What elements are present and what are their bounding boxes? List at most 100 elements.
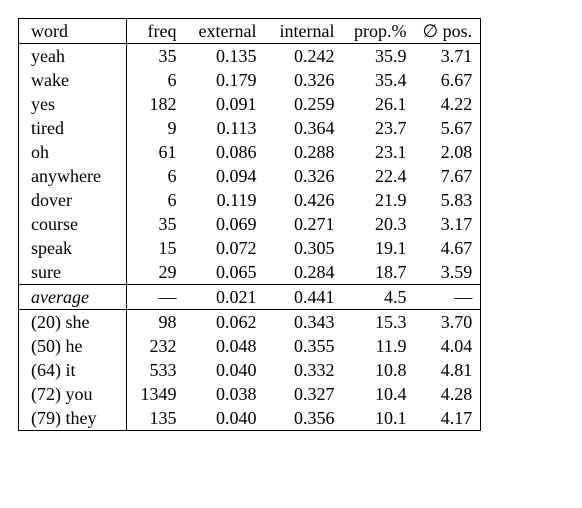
col-header-internal: internal [265, 19, 343, 44]
cell-internal: 0.426 [265, 188, 343, 212]
cell-freq: 6 [127, 188, 185, 212]
cell-prop: 10.1 [343, 406, 415, 431]
cell-word: wake [19, 68, 127, 92]
cell-internal: 0.356 [265, 406, 343, 431]
cell-pos: 4.17 [415, 406, 481, 431]
cell-freq: 232 [127, 334, 185, 358]
cell-freq: 1349 [127, 382, 185, 406]
cell-freq: 182 [127, 92, 185, 116]
cell-prop: 15.3 [343, 310, 415, 335]
cell-internal: 0.327 [265, 382, 343, 406]
cell-prop: 10.4 [343, 382, 415, 406]
table-row: dover60.1190.42621.95.83 [19, 188, 481, 212]
cell-prop: 23.7 [343, 116, 415, 140]
cell-word: course [19, 212, 127, 236]
cell-external: 0.069 [185, 212, 265, 236]
cell-freq: 135 [127, 406, 185, 431]
cell-external: 0.091 [185, 92, 265, 116]
cell-internal: 0.242 [265, 44, 343, 69]
table-row: wake60.1790.32635.46.67 [19, 68, 481, 92]
cell-pos: 5.67 [415, 116, 481, 140]
cell-external: 0.062 [185, 310, 265, 335]
average-prop: 4.5 [343, 285, 415, 310]
cell-prop: 21.9 [343, 188, 415, 212]
cell-pos: 3.59 [415, 260, 481, 285]
col-header-external: external [185, 19, 265, 44]
cell-internal: 0.364 [265, 116, 343, 140]
cell-external: 0.113 [185, 116, 265, 140]
cell-internal: 0.259 [265, 92, 343, 116]
cell-external: 0.072 [185, 236, 265, 260]
cell-prop: 10.8 [343, 358, 415, 382]
average-internal: 0.441 [265, 285, 343, 310]
table-row: oh610.0860.28823.12.08 [19, 140, 481, 164]
cell-external: 0.094 [185, 164, 265, 188]
cell-internal: 0.326 [265, 164, 343, 188]
table-row: speak150.0720.30519.14.67 [19, 236, 481, 260]
cell-pos: 3.17 [415, 212, 481, 236]
cell-pos: 4.81 [415, 358, 481, 382]
cell-freq: 98 [127, 310, 185, 335]
cell-freq: 533 [127, 358, 185, 382]
cell-word: (50) he [19, 334, 127, 358]
table-row: course350.0690.27120.33.17 [19, 212, 481, 236]
cell-prop: 20.3 [343, 212, 415, 236]
cell-prop: 11.9 [343, 334, 415, 358]
cell-pos: 4.28 [415, 382, 481, 406]
cell-internal: 0.284 [265, 260, 343, 285]
cell-freq: 29 [127, 260, 185, 285]
cell-word: (64) it [19, 358, 127, 382]
cell-freq: 35 [127, 44, 185, 69]
table-row: sure290.0650.28418.73.59 [19, 260, 481, 285]
cell-prop: 35.4 [343, 68, 415, 92]
cell-freq: 9 [127, 116, 185, 140]
cell-prop: 23.1 [343, 140, 415, 164]
average-label: average [19, 285, 127, 310]
table-row: (20) she980.0620.34315.33.70 [19, 310, 481, 335]
cell-external: 0.040 [185, 406, 265, 431]
cell-external: 0.038 [185, 382, 265, 406]
cell-word: (20) she [19, 310, 127, 335]
cell-internal: 0.332 [265, 358, 343, 382]
table-row: yes1820.0910.25926.14.22 [19, 92, 481, 116]
cell-freq: 6 [127, 164, 185, 188]
data-table-container: word freq external internal prop.% ∅ pos… [18, 18, 481, 431]
cell-pos: 3.70 [415, 310, 481, 335]
col-header-word: word [19, 19, 127, 44]
cell-freq: 6 [127, 68, 185, 92]
cell-external: 0.135 [185, 44, 265, 69]
cell-freq: 35 [127, 212, 185, 236]
average-freq: — [127, 285, 185, 310]
cell-internal: 0.305 [265, 236, 343, 260]
table-row: (72) you13490.0380.32710.44.28 [19, 382, 481, 406]
table-row: (64) it5330.0400.33210.84.81 [19, 358, 481, 382]
cell-word: tired [19, 116, 127, 140]
cell-pos: 6.67 [415, 68, 481, 92]
cell-pos: 7.67 [415, 164, 481, 188]
cell-word: yeah [19, 44, 127, 69]
cell-pos: 4.67 [415, 236, 481, 260]
cell-word: anywhere [19, 164, 127, 188]
table-row: anywhere60.0940.32622.47.67 [19, 164, 481, 188]
cell-freq: 61 [127, 140, 185, 164]
cell-prop: 26.1 [343, 92, 415, 116]
cell-external: 0.040 [185, 358, 265, 382]
col-header-prop: prop.% [343, 19, 415, 44]
cell-prop: 18.7 [343, 260, 415, 285]
table-header-row: word freq external internal prop.% ∅ pos… [19, 19, 481, 44]
table-row: (79) they1350.0400.35610.14.17 [19, 406, 481, 431]
cell-external: 0.086 [185, 140, 265, 164]
cell-pos: 3.71 [415, 44, 481, 69]
cell-word: sure [19, 260, 127, 285]
cell-internal: 0.355 [265, 334, 343, 358]
cell-word: oh [19, 140, 127, 164]
cell-internal: 0.271 [265, 212, 343, 236]
cell-word: dover [19, 188, 127, 212]
table-row: tired90.1130.36423.75.67 [19, 116, 481, 140]
cell-word: (79) they [19, 406, 127, 431]
average-pos: — [415, 285, 481, 310]
cell-external: 0.065 [185, 260, 265, 285]
cell-external: 0.179 [185, 68, 265, 92]
cell-word: yes [19, 92, 127, 116]
table-row: (50) he2320.0480.35511.94.04 [19, 334, 481, 358]
